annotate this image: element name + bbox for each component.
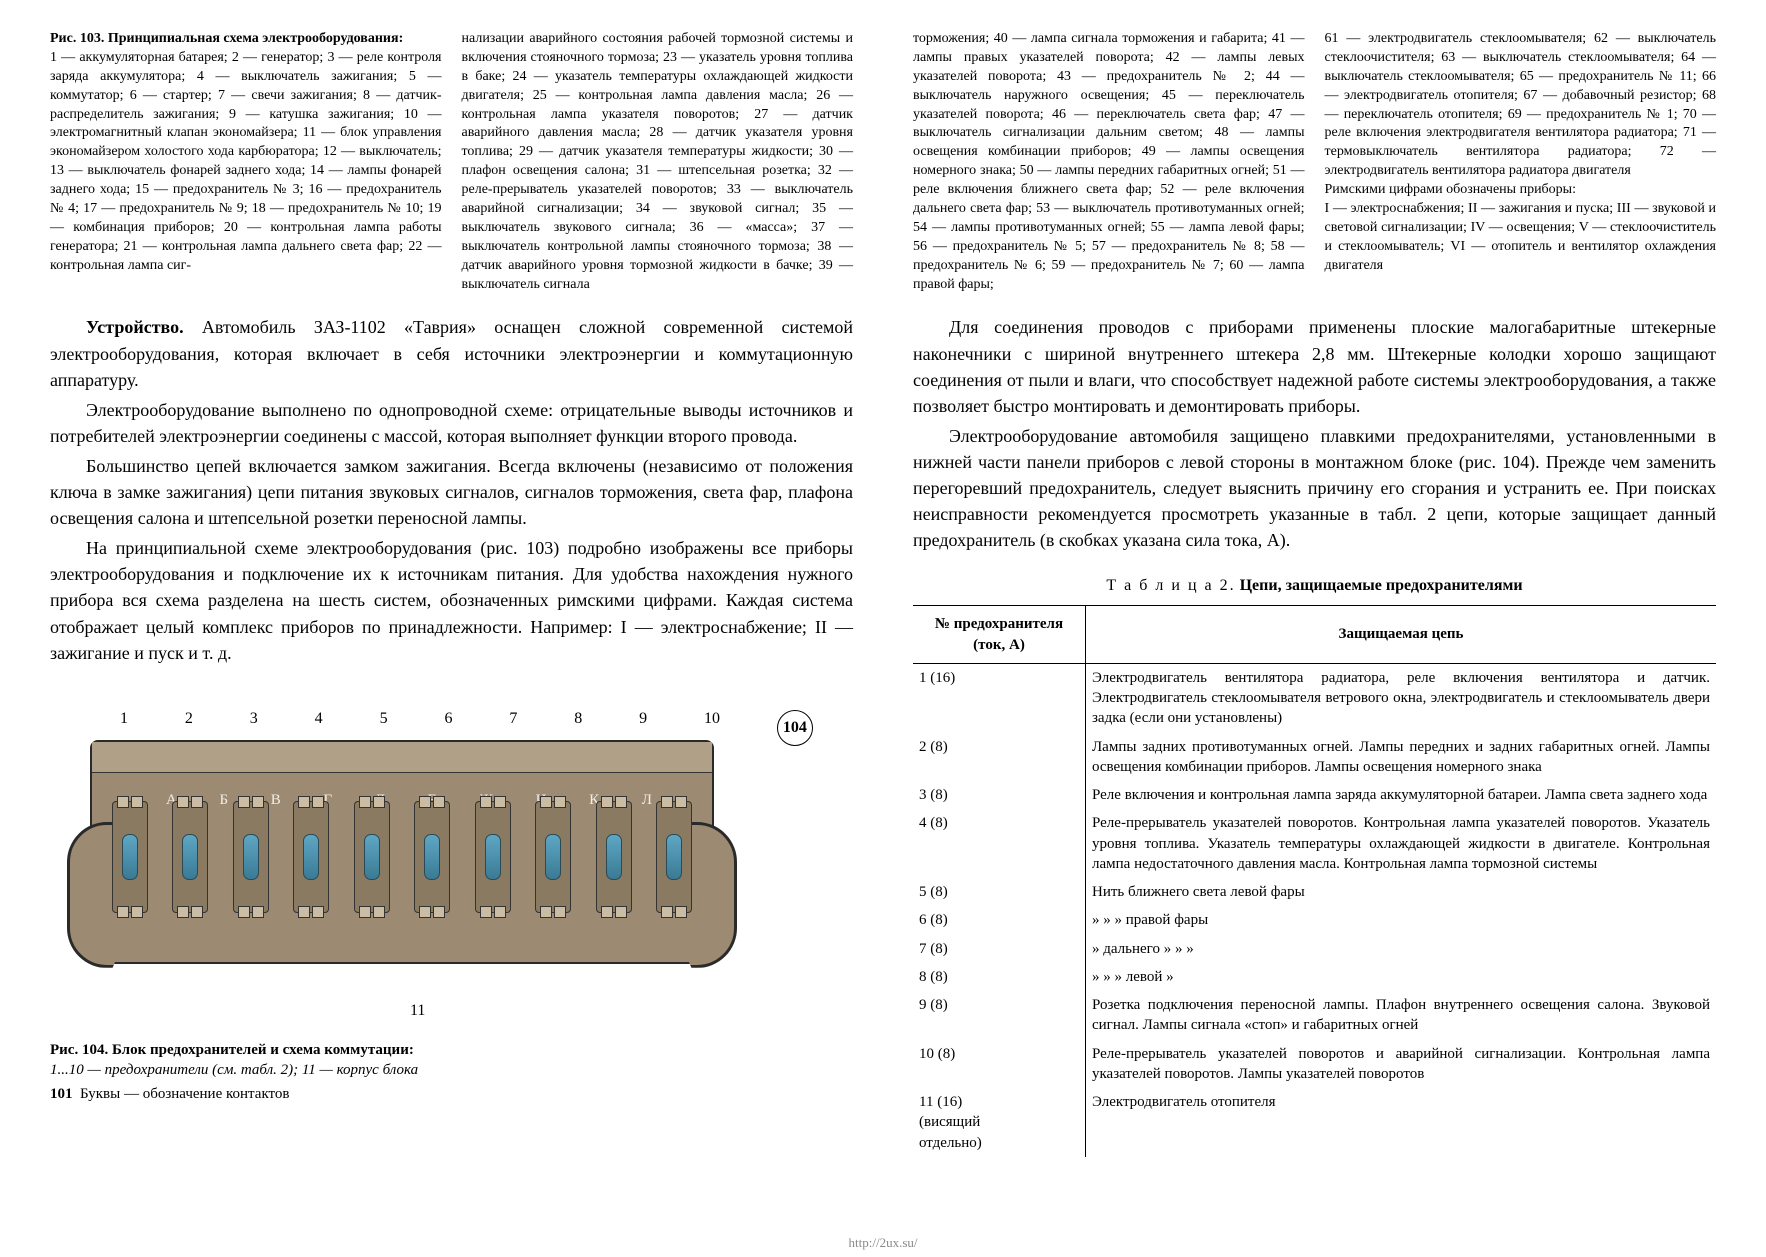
fuse-number-cell: 10 (8)	[913, 1040, 1086, 1089]
fig104-caption: Рис. 104. Блок предохранителей и схема к…	[50, 1040, 853, 1105]
fuse-item	[596, 801, 632, 913]
fig103-title: Рис. 103. Принципиальная схема электрооб…	[50, 31, 403, 46]
right-body-text: Для соединения проводов с приборами прим…	[913, 314, 1716, 557]
fuse-item	[354, 801, 390, 913]
table2-title-prefix: Т а б л и ц а 2.	[1106, 577, 1235, 594]
left-p3: Большинство цепей включается замком зажи…	[50, 453, 853, 531]
fuse-item	[535, 801, 571, 913]
fuse-item	[656, 801, 692, 913]
fuse-desc-cell: Розетка подключения переносной лампы. Пл…	[1086, 991, 1717, 1040]
left-p2: Электрооборудование выполнено по однопро…	[50, 397, 853, 449]
left-page: Рис. 103. Принципиальная схема электрооб…	[50, 30, 853, 1157]
fuse-number-cell: 5 (8)	[913, 878, 1086, 906]
table-row: 2 (8)Лампы задних противотуманных огней.…	[913, 733, 1716, 782]
fuse-desc-cell: Электродвигатель вентилятора радиатора, …	[1086, 663, 1717, 732]
table-row: 5 (8)Нить ближнего света левой фары	[913, 878, 1716, 906]
fuse-desc-cell: Лампы задних противотуманных огней. Ламп…	[1086, 733, 1717, 782]
fuse-item	[414, 801, 450, 913]
table2-head-left: № предохранителя (ток, А)	[913, 606, 1086, 664]
table-row: 8 (8) » » » левой »	[913, 963, 1716, 991]
fuse-number-cell: 8 (8)	[913, 963, 1086, 991]
right-p1: Для соединения проводов с приборами прим…	[913, 314, 1716, 418]
fig103-col3: торможения; 40 — лампа сигнала торможени…	[913, 30, 1305, 294]
fuse-number-cell: 7 (8)	[913, 935, 1086, 963]
table-row: 7 (8) » дальнего » » »	[913, 935, 1716, 963]
fuse-desc-cell: Нить ближнего света левой фары	[1086, 878, 1717, 906]
fig104-title: Рис. 104. Блок предохранителей и схема к…	[50, 1040, 853, 1060]
page-spread: Рис. 103. Принципиальная схема электрооб…	[50, 30, 1716, 1157]
fig103-col4: 61 — электродвигатель стеклоомывателя; 6…	[1325, 30, 1717, 294]
table-row: 9 (8)Розетка подключения переносной ламп…	[913, 991, 1716, 1040]
fuse-number-cell: 2 (8)	[913, 733, 1086, 782]
table-row: 6 (8) » » » правой фары	[913, 906, 1716, 934]
footer-url: http://2ux.su/	[849, 1235, 918, 1251]
fig103-caption-right: торможения; 40 — лампа сигнала торможени…	[913, 30, 1716, 294]
table2-head-right: Защищаемая цепь	[1086, 606, 1717, 664]
fuse-desc-cell: » » » правой фары	[1086, 906, 1717, 934]
fuse-desc-cell: Электродвигатель отопителя	[1086, 1088, 1717, 1157]
table-row: 11 (16) (висящий отдельно)Электродвигате…	[913, 1088, 1716, 1157]
fuse-block-body: А Б В Г Д Е Ж И К Л	[90, 740, 714, 964]
fuse-number-cell: 11 (16) (висящий отдельно)	[913, 1088, 1086, 1157]
table-row: 10 (8)Реле-прерыватель указателей поворо…	[913, 1040, 1716, 1089]
fuse-desc-cell: » дальнего » » »	[1086, 935, 1717, 963]
fuse-number-cell: 9 (8)	[913, 991, 1086, 1040]
left-p4: На принципиальной схеме электрооборудова…	[50, 535, 853, 665]
table2: № предохранителя (ток, А) Защищаемая цеп…	[913, 605, 1716, 1157]
fig104-line2: Буквы — обозначение контактов	[80, 1086, 289, 1102]
fuse-item	[475, 801, 511, 913]
fuse-item	[112, 801, 148, 913]
fuse-number-cell: 3 (8)	[913, 781, 1086, 809]
fuse-row	[112, 792, 692, 922]
fuse-item	[293, 801, 329, 913]
fuse-desc-cell: » » » левой »	[1086, 963, 1717, 991]
fuse-number-cell: 1 (16)	[913, 663, 1086, 732]
fuse-desc-cell: Реле включения и контрольная лампа заряд…	[1086, 781, 1717, 809]
fuse-desc-cell: Реле-прерыватель указателей поворотов. К…	[1086, 809, 1717, 878]
right-page: торможения; 40 — лампа сигнала торможени…	[913, 30, 1716, 1157]
fig103-caption: Рис. 103. Принципиальная схема электрооб…	[50, 30, 853, 294]
fuse-desc-cell: Реле-прерыватель указателей поворотов и …	[1086, 1040, 1717, 1089]
table-row: 4 (8)Реле-прерыватель указателей поворот…	[913, 809, 1716, 878]
table2-title: Т а б л и ц а 2. Цепи, защищаемые предох…	[913, 577, 1716, 595]
fig104-label-11: 11	[410, 1002, 425, 1020]
page-number: 101	[50, 1086, 73, 1102]
table-row: 3 (8)Реле включения и контрольная лампа …	[913, 781, 1716, 809]
fig104-diagram: 1 2 3 4 5 6 7 8 9 10 104 А Б В	[50, 700, 853, 1020]
fig103-col2: нализации аварийного состояния рабочей т…	[462, 30, 854, 294]
lead-word: Устройство.	[86, 317, 184, 337]
fig104-line1: 1...10 — предохранители (см. табл. 2); 1…	[50, 1062, 418, 1078]
left-body-text: Устройство. Автомобиль ЗАЗ-1102 «Таврия»…	[50, 314, 853, 669]
fuse-item	[172, 801, 208, 913]
fuse-number-cell: 6 (8)	[913, 906, 1086, 934]
fuse-number-cell: 4 (8)	[913, 809, 1086, 878]
fuse-item	[233, 801, 269, 913]
table-row: 1 (16)Электродвигатель вентилятора радиа…	[913, 663, 1716, 732]
right-p2: Электрооборудование автомобиля защищено …	[913, 423, 1716, 553]
fig103-col1: 1 — аккумуляторная батарея; 2 — генерато…	[50, 50, 442, 273]
table2-title-rest: Цепи, защищаемые предохранителями	[1240, 577, 1523, 594]
